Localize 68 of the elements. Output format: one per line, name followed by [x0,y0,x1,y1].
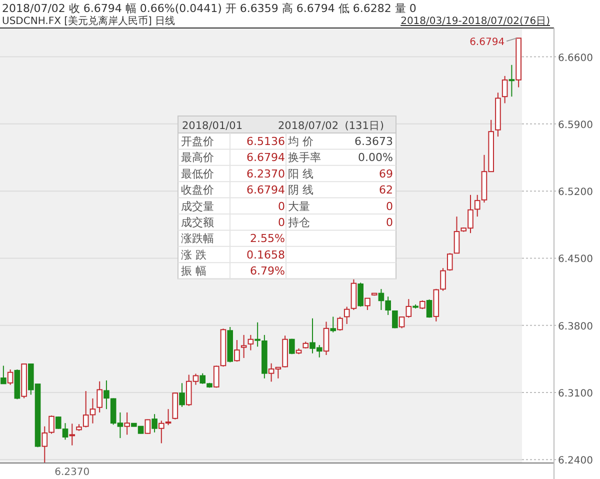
text: 2018/03/19-2018/07/02(76日) [400,16,550,27]
candlestick [144,418,151,434]
candlestick [240,334,247,358]
candlestick [364,298,370,311]
annotation: 6.6794 [470,37,505,48]
annotation: 阳 线 [288,167,314,180]
annotation: 69 [379,167,393,180]
y-tick-label: 6.3800 [558,321,593,332]
y-tick-label: 6.6600 [558,52,593,64]
chart-title: 2018/07/02 收 6.6794 幅 0.66%(0.0441) 开 6.6359 高 6.6794 低 6.6282 量 0 [2,2,416,15]
y-tick-label: 6.4500 [558,254,593,266]
annotation: 0 [278,216,285,229]
annotation: (131日) [344,120,384,132]
y-tick-label: 6.5200 [558,187,593,198]
candlestick [440,268,446,292]
candlestick [7,368,14,386]
annotation: 6.6794 [246,151,285,164]
annotation: 成交额 [181,216,214,229]
annotation: 0.1658 [246,248,285,262]
candlestick [323,321,330,356]
candlestick [426,298,432,318]
annotation: 振 幅 [181,264,206,278]
candlestick [213,365,220,388]
annotation: 6.5136 [246,135,285,148]
annotation: 换手率 [288,151,321,164]
y-tick-label: 6.3100 [558,388,593,400]
annotation: 成交量 [181,200,214,213]
annotation: 均 价 [287,135,314,148]
candlestick [248,334,254,351]
candlestick [234,340,240,362]
annotation: 6.2370 [246,167,285,180]
candlestick [0,365,6,384]
annotation: 阴 线 [288,184,314,197]
candlestick [330,316,336,333]
annotation: 2.55% [250,232,285,246]
annotation: 涨 跌 [181,248,206,262]
annotation: 6.79% [250,264,285,278]
text: 6.2370 [54,467,90,478]
annotation: 开盘价 [181,135,214,148]
y-tick-label: 6.2400 [558,456,593,467]
annotation: 大量 [288,200,310,213]
annotation: 6.6794 [246,184,285,197]
annotation: 0 [278,200,285,213]
annotation: 2018/01/01 [182,120,243,132]
annotation: 涨跌幅 [181,232,214,246]
annotation: 0 [386,216,393,229]
candlestick [96,380,102,413]
annotation: 2018/07/02 [278,120,339,132]
annotation: 6.3673 [354,135,393,148]
candlestick [69,423,76,446]
annotation: 收盘价 [181,184,214,197]
annotation: 最低价 [181,167,214,180]
annotation: 0.00% [358,151,393,164]
candlestick [337,316,343,332]
candlestick [502,75,508,104]
candlestick [179,382,185,408]
y-tick-label: 6.5900 [558,120,593,131]
annotation: 0 [386,200,393,213]
candlestick [124,412,130,436]
annotation: 62 [379,184,393,197]
candlestick [152,414,158,433]
chart-subtitle: USDCNH.FX [美元兑离岸人民币] 日线 [2,15,176,27]
candlestick [358,282,364,308]
candlestick [344,306,350,325]
annotation: 最高价 [181,151,214,164]
annotation: 持仓 [288,216,310,229]
candlestick [446,252,453,272]
candlestick [508,64,515,98]
